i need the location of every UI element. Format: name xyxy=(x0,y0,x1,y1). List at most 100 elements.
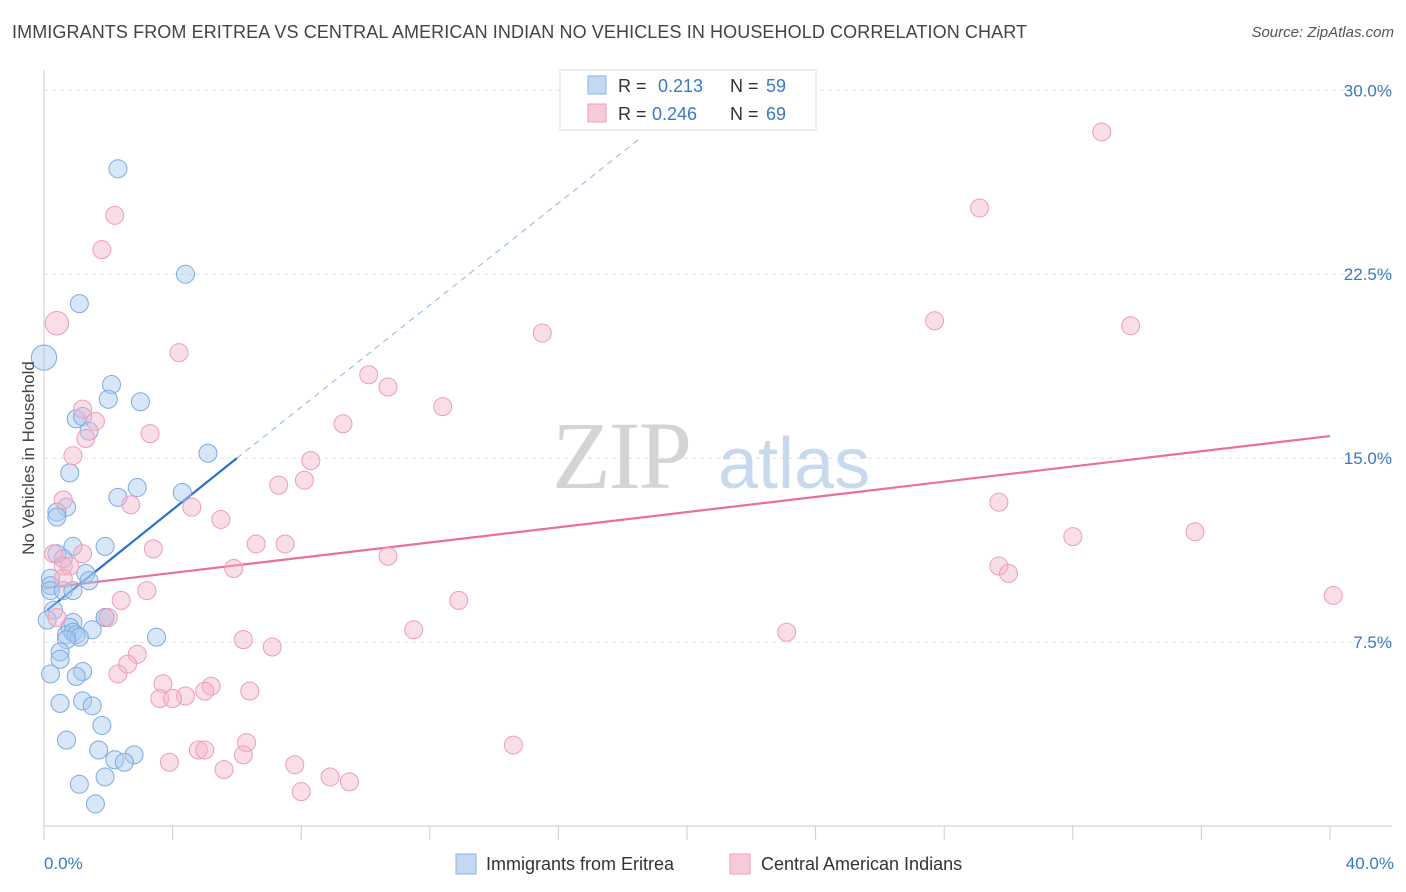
point-central-american-indian xyxy=(291,782,311,802)
point-eritrea xyxy=(57,730,77,750)
point-eritrea xyxy=(172,482,192,502)
stats-r-label-eritrea: R = xyxy=(618,76,647,96)
stats-r-label-cai: R = xyxy=(618,104,647,124)
point-eritrea xyxy=(50,649,70,669)
point-central-american-indian xyxy=(1063,527,1083,547)
point-central-american-indian xyxy=(195,681,215,701)
point-central-american-indian xyxy=(246,534,266,554)
point-eritrea xyxy=(108,159,128,179)
point-central-american-indian xyxy=(127,644,147,664)
point-central-american-indian xyxy=(294,470,314,490)
point-central-american-indian xyxy=(378,546,398,566)
point-central-american-indian xyxy=(60,556,80,576)
stats-n-value-eritrea: 59 xyxy=(766,76,786,96)
stats-n-label-eritrea: N = xyxy=(730,76,759,96)
point-eritrea xyxy=(130,392,150,412)
point-central-american-indian xyxy=(169,343,189,363)
y-tick-label: 30.0% xyxy=(1344,81,1392,100)
point-central-american-indian xyxy=(359,365,379,385)
point-central-american-indian xyxy=(182,497,202,517)
point-central-american-indian xyxy=(1185,522,1205,542)
point-eritrea xyxy=(79,571,99,591)
point-central-american-indian xyxy=(262,637,282,657)
point-eritrea xyxy=(66,625,86,645)
point-central-american-indian xyxy=(211,509,231,529)
x-tick-marks xyxy=(43,826,1331,840)
legend-swatch-cai xyxy=(729,853,751,875)
point-central-american-indian xyxy=(275,534,295,554)
y-axis-label: No Vehicles in Household xyxy=(19,361,38,555)
point-central-american-indian xyxy=(433,397,453,417)
point-central-american-indian xyxy=(989,492,1009,512)
watermark-atlas: atlas xyxy=(718,424,870,504)
point-eritrea xyxy=(89,740,109,760)
point-eritrea xyxy=(66,666,86,686)
point-central-american-indian xyxy=(73,399,93,419)
point-central-american-indian xyxy=(285,755,305,775)
point-central-american-indian xyxy=(98,608,118,628)
point-central-american-indian xyxy=(214,760,234,780)
stats-n-label-cai: N = xyxy=(730,104,759,124)
legend-label-cai: Central American Indians xyxy=(761,854,962,874)
point-central-american-indian xyxy=(320,767,340,787)
point-eritrea xyxy=(85,794,105,814)
point-central-american-indian xyxy=(532,323,552,343)
point-central-american-indian xyxy=(201,676,221,696)
point-central-american-indian xyxy=(53,490,73,510)
point-central-american-indian xyxy=(233,745,253,765)
point-central-american-indian xyxy=(449,590,469,610)
point-central-american-indian xyxy=(339,772,359,792)
point-central-american-indian xyxy=(105,205,125,225)
point-central-american-indian xyxy=(378,377,398,397)
point-central-american-indian xyxy=(404,620,424,640)
stats-n-value-cai: 69 xyxy=(766,104,786,124)
point-central-american-indian xyxy=(63,446,83,466)
trend-line-eritrea-extension xyxy=(236,138,640,459)
point-eritrea xyxy=(92,715,112,735)
point-eritrea xyxy=(73,691,93,711)
point-central-american-indian xyxy=(188,740,208,760)
point-central-american-indian xyxy=(153,674,173,694)
point-central-american-indian xyxy=(118,654,138,674)
trend-lines xyxy=(43,138,1331,612)
point-eritrea xyxy=(63,622,83,642)
stats-r-value-eritrea: 0.213 xyxy=(658,76,703,96)
point-central-american-indian xyxy=(333,414,353,434)
point-central-american-indian xyxy=(237,733,257,753)
point-eritrea xyxy=(114,752,134,772)
point-central-american-indian xyxy=(269,475,289,495)
grid-lines xyxy=(44,89,1392,643)
point-eritrea xyxy=(147,627,167,647)
trend-line-central-american-indian xyxy=(43,434,1331,590)
point-eritrea xyxy=(82,696,102,716)
point-central-american-indian xyxy=(85,411,105,431)
stats-r-value-cai: 0.246 xyxy=(652,104,697,124)
point-central-american-indian xyxy=(777,622,797,642)
point-central-american-indian xyxy=(143,539,163,559)
point-eritrea xyxy=(124,745,144,765)
point-central-american-indian xyxy=(121,495,141,515)
point-central-american-indian xyxy=(970,198,990,218)
point-central-american-indian xyxy=(163,688,183,708)
y-tick-label: 22.5% xyxy=(1344,265,1392,284)
point-central-american-indian xyxy=(195,740,215,760)
stats-legend: R = 0.213 N = 59 R = 0.246 N = 69 xyxy=(559,69,817,131)
point-central-american-indian xyxy=(224,558,244,578)
point-central-american-indian xyxy=(76,429,96,449)
point-eritrea xyxy=(98,389,118,409)
point-central-american-indian xyxy=(301,451,321,471)
source-label: Source: ZipAtlas.com xyxy=(1251,24,1394,41)
point-eritrea xyxy=(198,443,218,463)
point-central-american-indian xyxy=(1092,122,1112,142)
point-eritrea xyxy=(30,344,58,371)
point-eritrea xyxy=(73,661,93,681)
point-eritrea xyxy=(53,549,73,569)
point-eritrea xyxy=(127,478,147,498)
point-central-american-indian xyxy=(140,424,160,444)
point-central-american-indian xyxy=(92,240,112,260)
point-eritrea xyxy=(47,502,67,522)
series-legend: Immigrants from Eritrea Central American… xyxy=(455,853,962,875)
y-tick-label: 7.5% xyxy=(1353,633,1392,652)
point-central-american-indian xyxy=(1323,585,1343,605)
